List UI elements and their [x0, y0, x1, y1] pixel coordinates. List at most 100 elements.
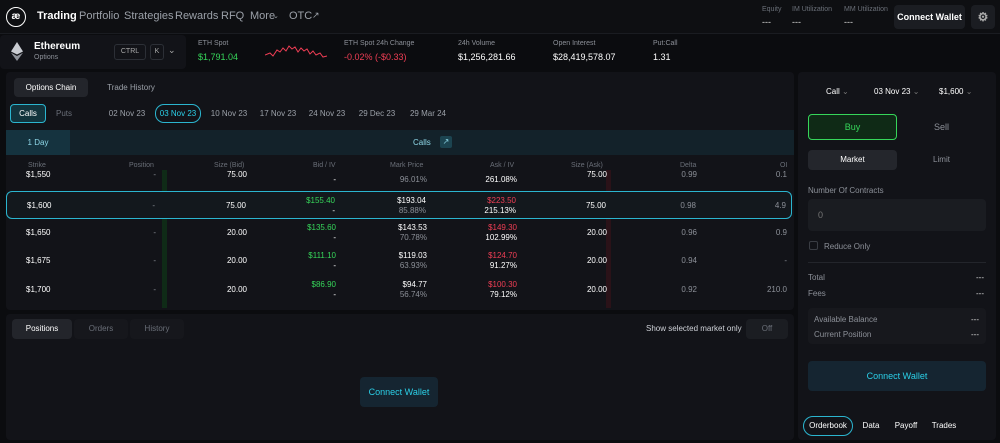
asset-selector[interactable]: Ethereum Options CTRL K ⌄ — [0, 35, 186, 69]
open-interest-label: Open Interest — [553, 40, 596, 47]
positions-connect-wallet-button[interactable]: Connect Wallet — [360, 377, 438, 407]
table-row[interactable]: $1,675-20.00 $111.10- $119.03 63.93% $124.70… — [6, 247, 792, 275]
nav-trading[interactable]: Trading — [37, 10, 77, 22]
nav-rewards[interactable]: Rewards — [175, 10, 219, 22]
table-row[interactable]: $1,750-75.00$43.30$49.26$54.1075.000.781… — [6, 304, 792, 308]
cell-oi: 0.9 — [775, 228, 787, 237]
tab-trade-history[interactable]: Trade History — [107, 83, 155, 92]
limit-tab[interactable]: Limit — [933, 155, 950, 164]
fees-label: Fees — [808, 289, 826, 298]
reduce-only-label: Reduce Only — [824, 242, 871, 251]
cell-oi: - — [784, 256, 787, 265]
date-24-nov-23[interactable]: 24 Nov 23 — [308, 109, 346, 118]
cell-size-ask: 20.00 — [586, 285, 607, 294]
total-label: Total — [808, 273, 825, 282]
cell-ask-iv: 261.08% — [485, 175, 517, 184]
gear-icon[interactable]: ⚙ — [971, 5, 995, 29]
current-position-value: --- — [971, 330, 979, 339]
table-row[interactable]: $1,700-20.00 $86.90- $94.77 56.74% $100.30 79… — [6, 276, 792, 304]
date-29-dec-23[interactable]: 29 Dec 23 — [358, 109, 396, 118]
table-row[interactable]: $1,650-20.00 $135.60- $143.53 70.78% $149.30… — [6, 219, 792, 247]
external-link-icon: ↗ — [312, 10, 320, 20]
cell-ask[interactable]: $149.30 — [488, 223, 517, 232]
cell-strike: $1,650 — [26, 228, 51, 237]
nav-more[interactable]: More — [250, 10, 276, 22]
sell-button[interactable]: Sell — [933, 122, 949, 132]
connect-wallet-button[interactable]: Connect Wallet — [894, 5, 965, 29]
date-10-nov-23[interactable]: 10 Nov 23 — [210, 109, 248, 118]
metric-equity: Equity --- — [762, 6, 782, 27]
cell-bid[interactable]: $135.60 — [307, 223, 336, 232]
date-17-nov-23[interactable]: 17 Nov 23 — [259, 109, 297, 118]
tab-options-chain[interactable]: Options Chain — [14, 78, 88, 97]
contracts-label: Number Of Contracts — [808, 186, 884, 195]
asset-name: Ethereum — [34, 41, 81, 52]
cell-bid[interactable]: $155.40 — [306, 196, 335, 205]
k-key-badge: K — [150, 44, 164, 60]
date-03-nov-23[interactable]: 03 Nov 23 — [155, 104, 201, 123]
cell-mark: $143.53 — [398, 223, 427, 232]
tab-data[interactable]: Data — [862, 421, 880, 430]
date-02-nov-23[interactable]: 02 Nov 23 — [108, 109, 146, 118]
ethereum-icon — [11, 42, 23, 61]
cell-ask-iv: 102.99% — [485, 233, 517, 242]
cell-ask-iv: 91.27% — [489, 261, 517, 270]
expiry-header — [6, 130, 794, 155]
volume-label: 24h Volume — [458, 40, 495, 47]
cell-mark-iv: 85.88% — [398, 206, 426, 215]
nav-strategies[interactable]: Strategies — [124, 10, 174, 22]
nav-otc[interactable]: OTC — [289, 10, 313, 22]
tab-orderbook[interactable]: Orderbook — [803, 416, 853, 436]
eth-spot-label: ETH Spot — [198, 40, 229, 47]
contracts-input[interactable] — [808, 199, 986, 231]
col-strike: Strike — [28, 162, 46, 169]
order-connect-wallet-button[interactable]: Connect Wallet — [808, 361, 986, 391]
put-call-label: Put:Call — [653, 40, 678, 47]
tab-calls[interactable]: Calls — [10, 104, 46, 123]
market-tab[interactable]: Market — [808, 150, 897, 170]
cell-bid[interactable]: $111.10 — [308, 251, 336, 260]
external-link-icon[interactable]: ↗ — [440, 136, 452, 148]
tab-positions[interactable]: Positions — [12, 319, 72, 339]
expiry-select[interactable]: 03 Nov 23 ⌄ — [874, 87, 920, 96]
date-29-mar-24[interactable]: 29 Mar 24 — [409, 109, 447, 118]
table-row[interactable]: $1,550 - 75.00 - 96.01% 261.08% 75.00 0.99 0.1 — [6, 170, 792, 189]
cell-ask[interactable]: $124.70 — [488, 251, 517, 260]
cell-size-bid: 20.00 — [226, 256, 247, 265]
table-row[interactable]: $1,600-75.00 $155.40- $193.04 85.88% $223.50… — [6, 191, 792, 219]
nav-portfolio[interactable]: Portfolio — [79, 10, 120, 22]
option-type-select[interactable]: Call ⌄ — [826, 87, 849, 96]
top-bar: æ Trading Portfolio Strategies Rewards R… — [0, 0, 1000, 34]
col-delta: Delta — [680, 162, 697, 169]
strike-select[interactable]: $1,600 ⌄ — [939, 87, 973, 96]
buy-button[interactable]: Buy — [808, 114, 897, 140]
cell-strike: $1,675 — [26, 256, 51, 265]
cell-oi: 210.0 — [766, 285, 787, 294]
balance-box — [808, 308, 986, 344]
cell-delta: 0.99 — [681, 170, 697, 179]
tab-trades[interactable]: Trades — [931, 421, 957, 430]
cell-strike: $1,550 — [26, 170, 51, 179]
tab-payoff[interactable]: Payoff — [894, 421, 918, 430]
cell-bid-iv: - — [333, 175, 336, 184]
cell-bid[interactable]: $86.90 — [311, 280, 336, 289]
logo-icon[interactable]: æ — [6, 7, 26, 27]
cell-strike: $1,700 — [26, 285, 51, 294]
nav-rfq[interactable]: RFQ — [221, 10, 245, 22]
tab-history[interactable]: History — [130, 319, 184, 339]
show-selected-toggle[interactable]: Off — [746, 319, 788, 339]
cell-bid-iv: - — [333, 233, 336, 242]
cell-ask[interactable]: $100.30 — [488, 280, 517, 289]
cell-mark: $94.77 — [402, 280, 427, 289]
fees-value: --- — [976, 289, 984, 298]
metric-im: IM Utilization --- — [792, 6, 833, 27]
cell-ask[interactable]: $223.50 — [487, 196, 516, 205]
col-bid-iv: Bid / IV — [313, 162, 336, 169]
cell-size-bid: 75.00 — [226, 170, 247, 179]
cell-pos: - — [153, 256, 156, 265]
total-value: --- — [976, 273, 984, 282]
tab-puts[interactable]: Puts — [55, 109, 72, 118]
reduce-only-checkbox[interactable] — [809, 241, 818, 250]
cell-pos: - — [153, 285, 156, 294]
tab-orders[interactable]: Orders — [74, 319, 128, 339]
